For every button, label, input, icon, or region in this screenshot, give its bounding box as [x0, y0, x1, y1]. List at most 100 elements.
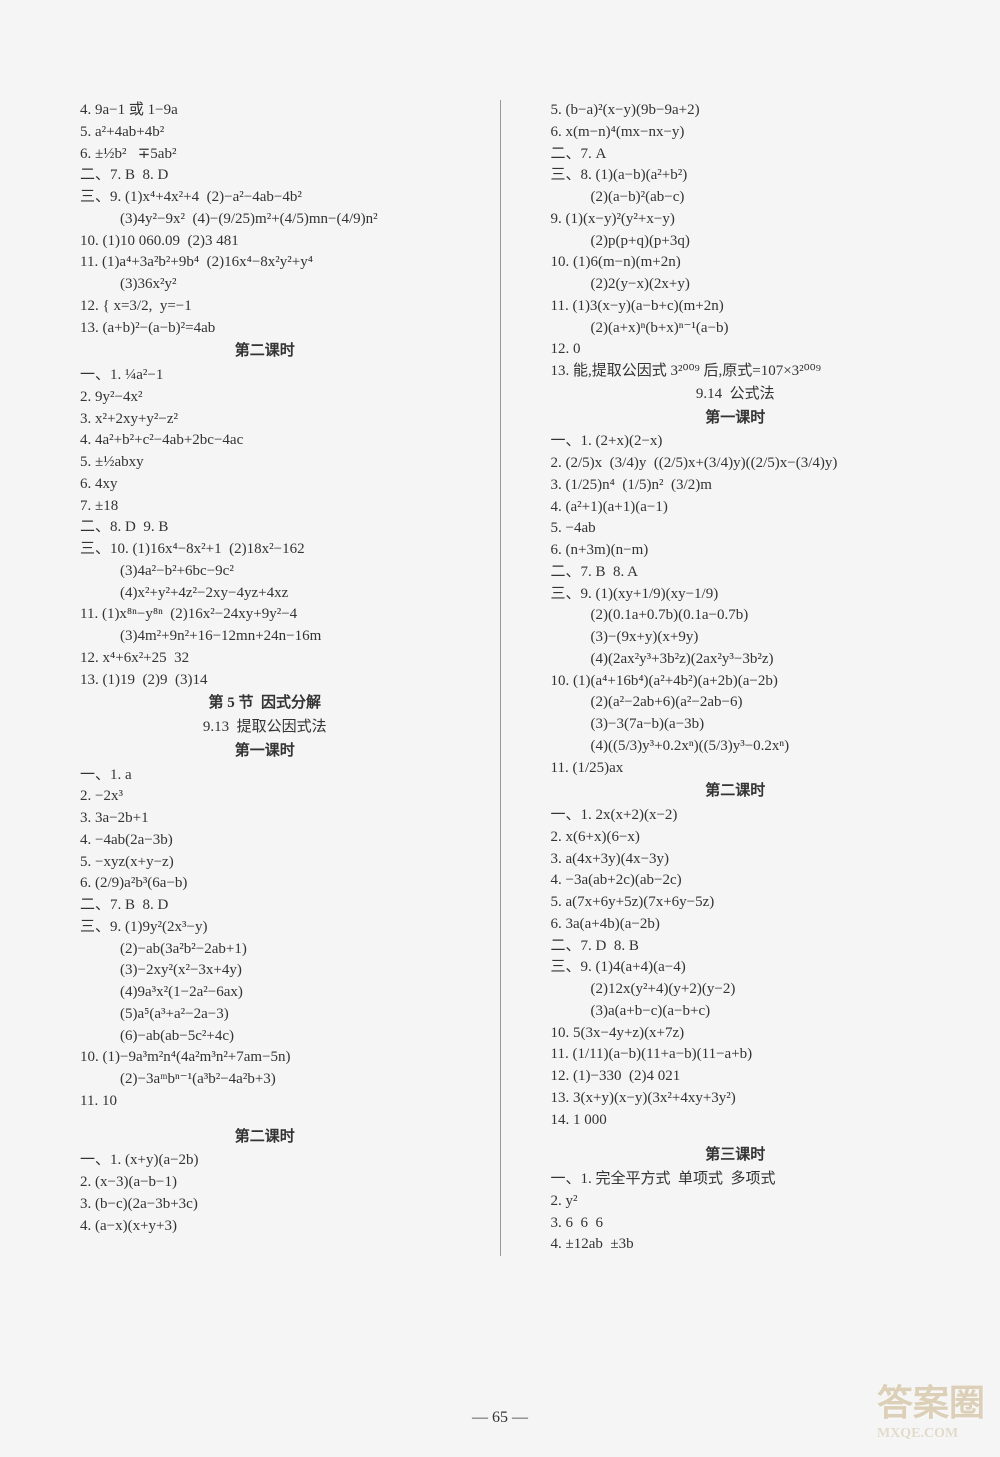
- answer-line: 13. 3(x+y)(x−y)(3x²+4xy+3y²): [531, 1088, 941, 1110]
- section-heading: 第二课时: [531, 781, 941, 803]
- answer-line: 12. 0: [531, 339, 941, 361]
- answer-line: 5. −4ab: [531, 518, 941, 540]
- answer-line-indent: (3)−2xy²(x²−3x+4y): [60, 960, 470, 982]
- answer-line: 4. −4ab(2a−3b): [60, 830, 470, 852]
- answer-line-indent: (2)(0.1a+0.7b)(0.1a−0.7b): [531, 605, 941, 627]
- answer-line: 2. (x−3)(a−b−1): [60, 1172, 470, 1194]
- section-heading: 第一课时: [60, 741, 470, 763]
- answer-line: 11. (1)x⁸ⁿ−y⁸ⁿ (2)16x²−24xy+9y²−4: [60, 604, 470, 626]
- answer-line: 10. (1)−9a³m²n⁴(4a²m³n²+7am−5n): [60, 1047, 470, 1069]
- answer-line: 一、1. a: [60, 765, 470, 787]
- section-heading: 第二课时: [60, 341, 470, 363]
- answer-line: 二、8. D 9. B: [60, 517, 470, 539]
- answer-line: 3. x²+2xy+y²−z²: [60, 409, 470, 431]
- answer-line-indent: (4)x²+y²+4z²−2xy−4yz+4xz: [60, 583, 470, 605]
- answer-line-indent: (5)a⁵(a³+a²−2a−3): [60, 1004, 470, 1026]
- answer-line: 10. 5(3x−4y+z)(x+7z): [531, 1023, 941, 1045]
- page-number: — 65 —: [0, 1409, 1000, 1427]
- answer-line: 6. x(m−n)⁴(mx−nx−y): [531, 122, 941, 144]
- answer-line: 三、8. (1)(a−b)(a²+b²): [531, 165, 941, 187]
- right-column: 5. (b−a)²(x−y)(9b−9a+2)6. x(m−n)⁴(mx−nx−…: [521, 100, 951, 1256]
- answer-line: 14. 1 000: [531, 1110, 941, 1132]
- answer-line: 4. (a²+1)(a+1)(a−1): [531, 497, 941, 519]
- answer-line-indent: (3)36x²y²: [60, 274, 470, 296]
- page-number-value: 65: [492, 1409, 508, 1426]
- answer-line: 6. 3a(a+4b)(a−2b): [531, 914, 941, 936]
- section-subheading: 9.14 公式法: [531, 384, 941, 406]
- answer-line-indent: (3)−(9x+y)(x+9y): [531, 627, 941, 649]
- answer-line: 3. 6 6 6: [531, 1213, 941, 1235]
- answer-line-indent: (3)−3(7a−b)(a−3b): [531, 714, 941, 736]
- answer-line: 4. 9a−1 或 1−9a: [60, 100, 470, 122]
- answer-line: 13. (a+b)²−(a−b)²=4ab: [60, 318, 470, 340]
- answer-line-indent: (2)p(p+q)(p+3q): [531, 231, 941, 253]
- section-heading: 第一课时: [531, 408, 941, 430]
- answer-line: 9. (1)(x−y)²(y²+x−y): [531, 209, 941, 231]
- answer-line: 4. ±12ab ±3b: [531, 1234, 941, 1256]
- answer-line-indent: (2)12x(y²+4)(y+2)(y−2): [531, 979, 941, 1001]
- answer-line-indent: (3)4y²−9x² (4)−(9/25)m²+(4/5)mn−(4/9)n²: [60, 209, 470, 231]
- spacer: [60, 1113, 470, 1125]
- answer-line-indent: (4)(2ax²y³+3b²z)(2ax²y³−3b²z): [531, 649, 941, 671]
- answer-line-indent: (2)−ab(3a²b²−2ab+1): [60, 939, 470, 961]
- answer-line: 3. (1/25)n⁴ (1/5)n² (3/2)m: [531, 475, 941, 497]
- answer-line: 二、7. B 8. D: [60, 165, 470, 187]
- answer-line: 2. (2/5)x (3/4)y ((2/5)x+(3/4)y)((2/5)x−…: [531, 453, 941, 475]
- watermark-url: MXQE.COM: [877, 1426, 985, 1442]
- answer-line: 2. y²: [531, 1191, 941, 1213]
- answer-line-indent: (3)a(a+b−c)(a−b+c): [531, 1001, 941, 1023]
- answer-line: 一、1. (2+x)(2−x): [531, 431, 941, 453]
- answer-line: 5. a(7x+6y+5z)(7x+6y−5z): [531, 892, 941, 914]
- answer-line: 5. −xyz(x+y−z): [60, 852, 470, 874]
- answer-line: 12. (1)−330 (2)4 021: [531, 1066, 941, 1088]
- answer-line: 二、7. B 8. A: [531, 562, 941, 584]
- answer-line: 11. (1)3(x−y)(a−b+c)(m+2n): [531, 296, 941, 318]
- answer-line: 6. (2/9)a²b³(6a−b): [60, 873, 470, 895]
- answer-line: 三、9. (1)(xy+1/9)(xy−1/9): [531, 584, 941, 606]
- answer-line: 10. (1)10 060.09 (2)3 481: [60, 231, 470, 253]
- answer-line: 13. 能,提取公因式 3²⁰⁰⁹ 后,原式=107×3²⁰⁰⁹: [531, 361, 941, 383]
- answer-line: 11. (1/11)(a−b)(11+a−b)(11−a+b): [531, 1044, 941, 1066]
- page-content: 4. 9a−1 或 1−9a5. a²+4ab+4b²6. ±½b² ∓5ab²…: [50, 0, 950, 1306]
- answer-line: 三、9. (1)9y²(2x³−y): [60, 917, 470, 939]
- column-divider: [500, 100, 501, 1256]
- answer-line: 13. (1)19 (2)9 (3)14: [60, 670, 470, 692]
- answer-line: 3. 3a−2b+1: [60, 808, 470, 830]
- left-column: 4. 9a−1 或 1−9a5. a²+4ab+4b²6. ±½b² ∓5ab²…: [50, 100, 480, 1256]
- answer-line: 2. 9y²−4x²: [60, 387, 470, 409]
- watermark-text: 答案圈: [877, 1383, 985, 1423]
- answer-line: 三、9. (1)x⁴+4x²+4 (2)−a²−4ab−4b²: [60, 187, 470, 209]
- answer-line: 12. x⁴+6x²+25 32: [60, 648, 470, 670]
- answer-line-indent: (2)(a−b)²(ab−c): [531, 187, 941, 209]
- answer-line: 一、1. 完全平方式 单项式 多项式: [531, 1169, 941, 1191]
- answer-line: 6. 4xy: [60, 474, 470, 496]
- answer-line-indent: (3)4a²−b²+6bc−9c²: [60, 561, 470, 583]
- answer-line-indent: (2)2(y−x)(2x+y): [531, 274, 941, 296]
- answer-line-indent: (4)9a³x²(1−2a²−6ax): [60, 982, 470, 1004]
- spacer: [531, 1131, 941, 1143]
- section-heading: 第二课时: [60, 1127, 470, 1149]
- answer-line-indent: (2)(a²−2ab+6)(a²−2ab−6): [531, 692, 941, 714]
- answer-line: 10. (1)6(m−n)(m+2n): [531, 252, 941, 274]
- answer-line: 2. x(6+x)(6−x): [531, 827, 941, 849]
- section-heading: 第 5 节 因式分解: [60, 693, 470, 715]
- answer-line: 12. { x=3/2, y=−1: [60, 296, 470, 318]
- answer-line: 一、1. ¼a²−1: [60, 365, 470, 387]
- answer-line: 6. (n+3m)(n−m): [531, 540, 941, 562]
- answer-line: 二、7. B 8. D: [60, 895, 470, 917]
- answer-line: 6. ±½b² ∓5ab²: [60, 144, 470, 166]
- answer-line: 11. (1/25)ax: [531, 758, 941, 780]
- answer-line-indent: (4)((5/3)y³+0.2xⁿ)((5/3)y³−0.2xⁿ): [531, 736, 941, 758]
- answer-line: 4. (a−x)(x+y+3): [60, 1216, 470, 1238]
- watermark: 答案圈 MXQE.COM: [877, 1374, 985, 1442]
- answer-line: 一、1. 2x(x+2)(x−2): [531, 805, 941, 827]
- answer-line: 4. −3a(ab+2c)(ab−2c): [531, 870, 941, 892]
- answer-line-indent: (2)(a+x)ⁿ(b+x)ⁿ⁻¹(a−b): [531, 318, 941, 340]
- answer-line: 2. −2x³: [60, 786, 470, 808]
- answer-line: 3. a(4x+3y)(4x−3y): [531, 849, 941, 871]
- answer-line-indent: (6)−ab(ab−5c²+4c): [60, 1026, 470, 1048]
- answer-line-indent: (3)4m²+9n²+16−12mn+24n−16m: [60, 626, 470, 648]
- answer-line: 三、9. (1)4(a+4)(a−4): [531, 957, 941, 979]
- answer-line: 10. (1)(a⁴+16b⁴)(a²+4b²)(a+2b)(a−2b): [531, 671, 941, 693]
- answer-line: 一、1. (x+y)(a−2b): [60, 1150, 470, 1172]
